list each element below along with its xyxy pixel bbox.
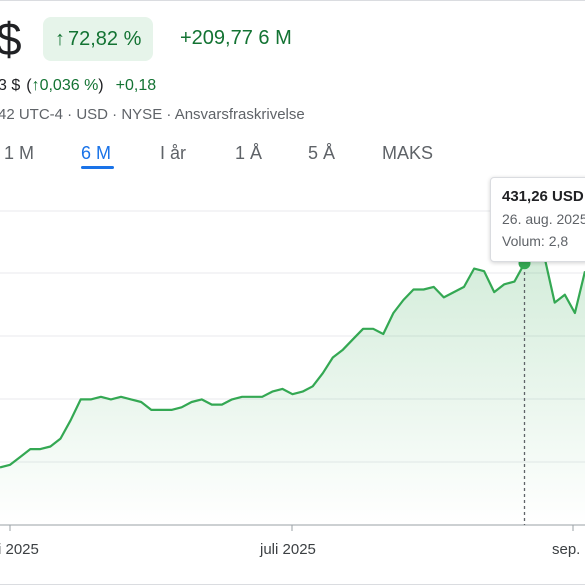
tab-6m[interactable]: 6 M (81, 143, 112, 163)
tab-1y[interactable]: 1 Å (235, 143, 263, 163)
after-hours-row: 3 $ (↑0,036 %) +0,18 (0, 77, 156, 95)
active-tab-indicator (81, 166, 114, 169)
current-price-currency: $ (0, 13, 22, 65)
tooltip-date: 26. aug. 2025 (502, 211, 585, 227)
tab-5y[interactable]: 5 Å (308, 143, 336, 163)
top-divider (0, 0, 585, 1)
x-tick-label: sep. (552, 541, 581, 558)
tooltip-volume: Volum: 2,8 (502, 233, 569, 249)
tooltip-price: 431,26 USD (502, 188, 584, 205)
after-hours-percent: (↑0,036 %) (26, 77, 104, 94)
absolute-change: +209,77 6 M (180, 27, 292, 49)
market-meta-line: 42 UTC-4 · USD · NYSE · Ansvarsfraskrive… (0, 106, 305, 123)
tab-1m[interactable]: 1 M (4, 143, 35, 163)
price-area-fill (0, 250, 585, 526)
time-range-tabs: 1 M 6 M I år 1 Å 5 Å MAKS (0, 143, 585, 173)
tab-max[interactable]: MAKS (382, 143, 434, 163)
after-hours-price: 3 $ (0, 77, 21, 94)
x-tick-label: i 2025 (0, 541, 39, 558)
percent-change-value: 72,82 % (68, 27, 142, 50)
percent-change-badge: ↑ 72,82 % (43, 17, 154, 61)
after-hours-change: +0,18 (115, 77, 157, 94)
x-tick-label: juli 2025 (260, 541, 316, 558)
arrow-up-icon: ↑ (31, 77, 40, 94)
hover-tooltip: 431,26 USD 26. aug. 2025 Volum: 2,8 (490, 177, 585, 262)
tab-ytd[interactable]: I år (160, 143, 187, 163)
price-line (0, 249, 585, 469)
arrow-up-icon: ↑ (55, 27, 65, 50)
